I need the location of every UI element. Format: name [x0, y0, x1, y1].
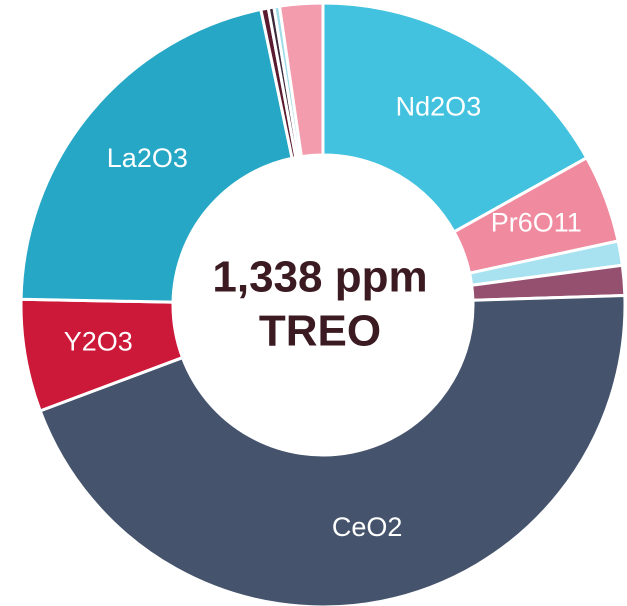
donut-slice	[38, 293, 627, 606]
slice-label: La2O3	[107, 143, 188, 173]
donut-slice	[321, 1, 589, 234]
chart-title: 1,338 ppm	[212, 253, 427, 302]
slice-label: CeO2	[332, 512, 403, 542]
chart-subtitle: TREO	[259, 307, 381, 356]
slice-label: Pr6O11	[491, 208, 582, 238]
slice-label: Nd2O3	[396, 92, 482, 122]
slice-label: Y2O3	[64, 327, 133, 357]
donut-slice	[19, 7, 294, 304]
donut-slice	[277, 1, 325, 159]
